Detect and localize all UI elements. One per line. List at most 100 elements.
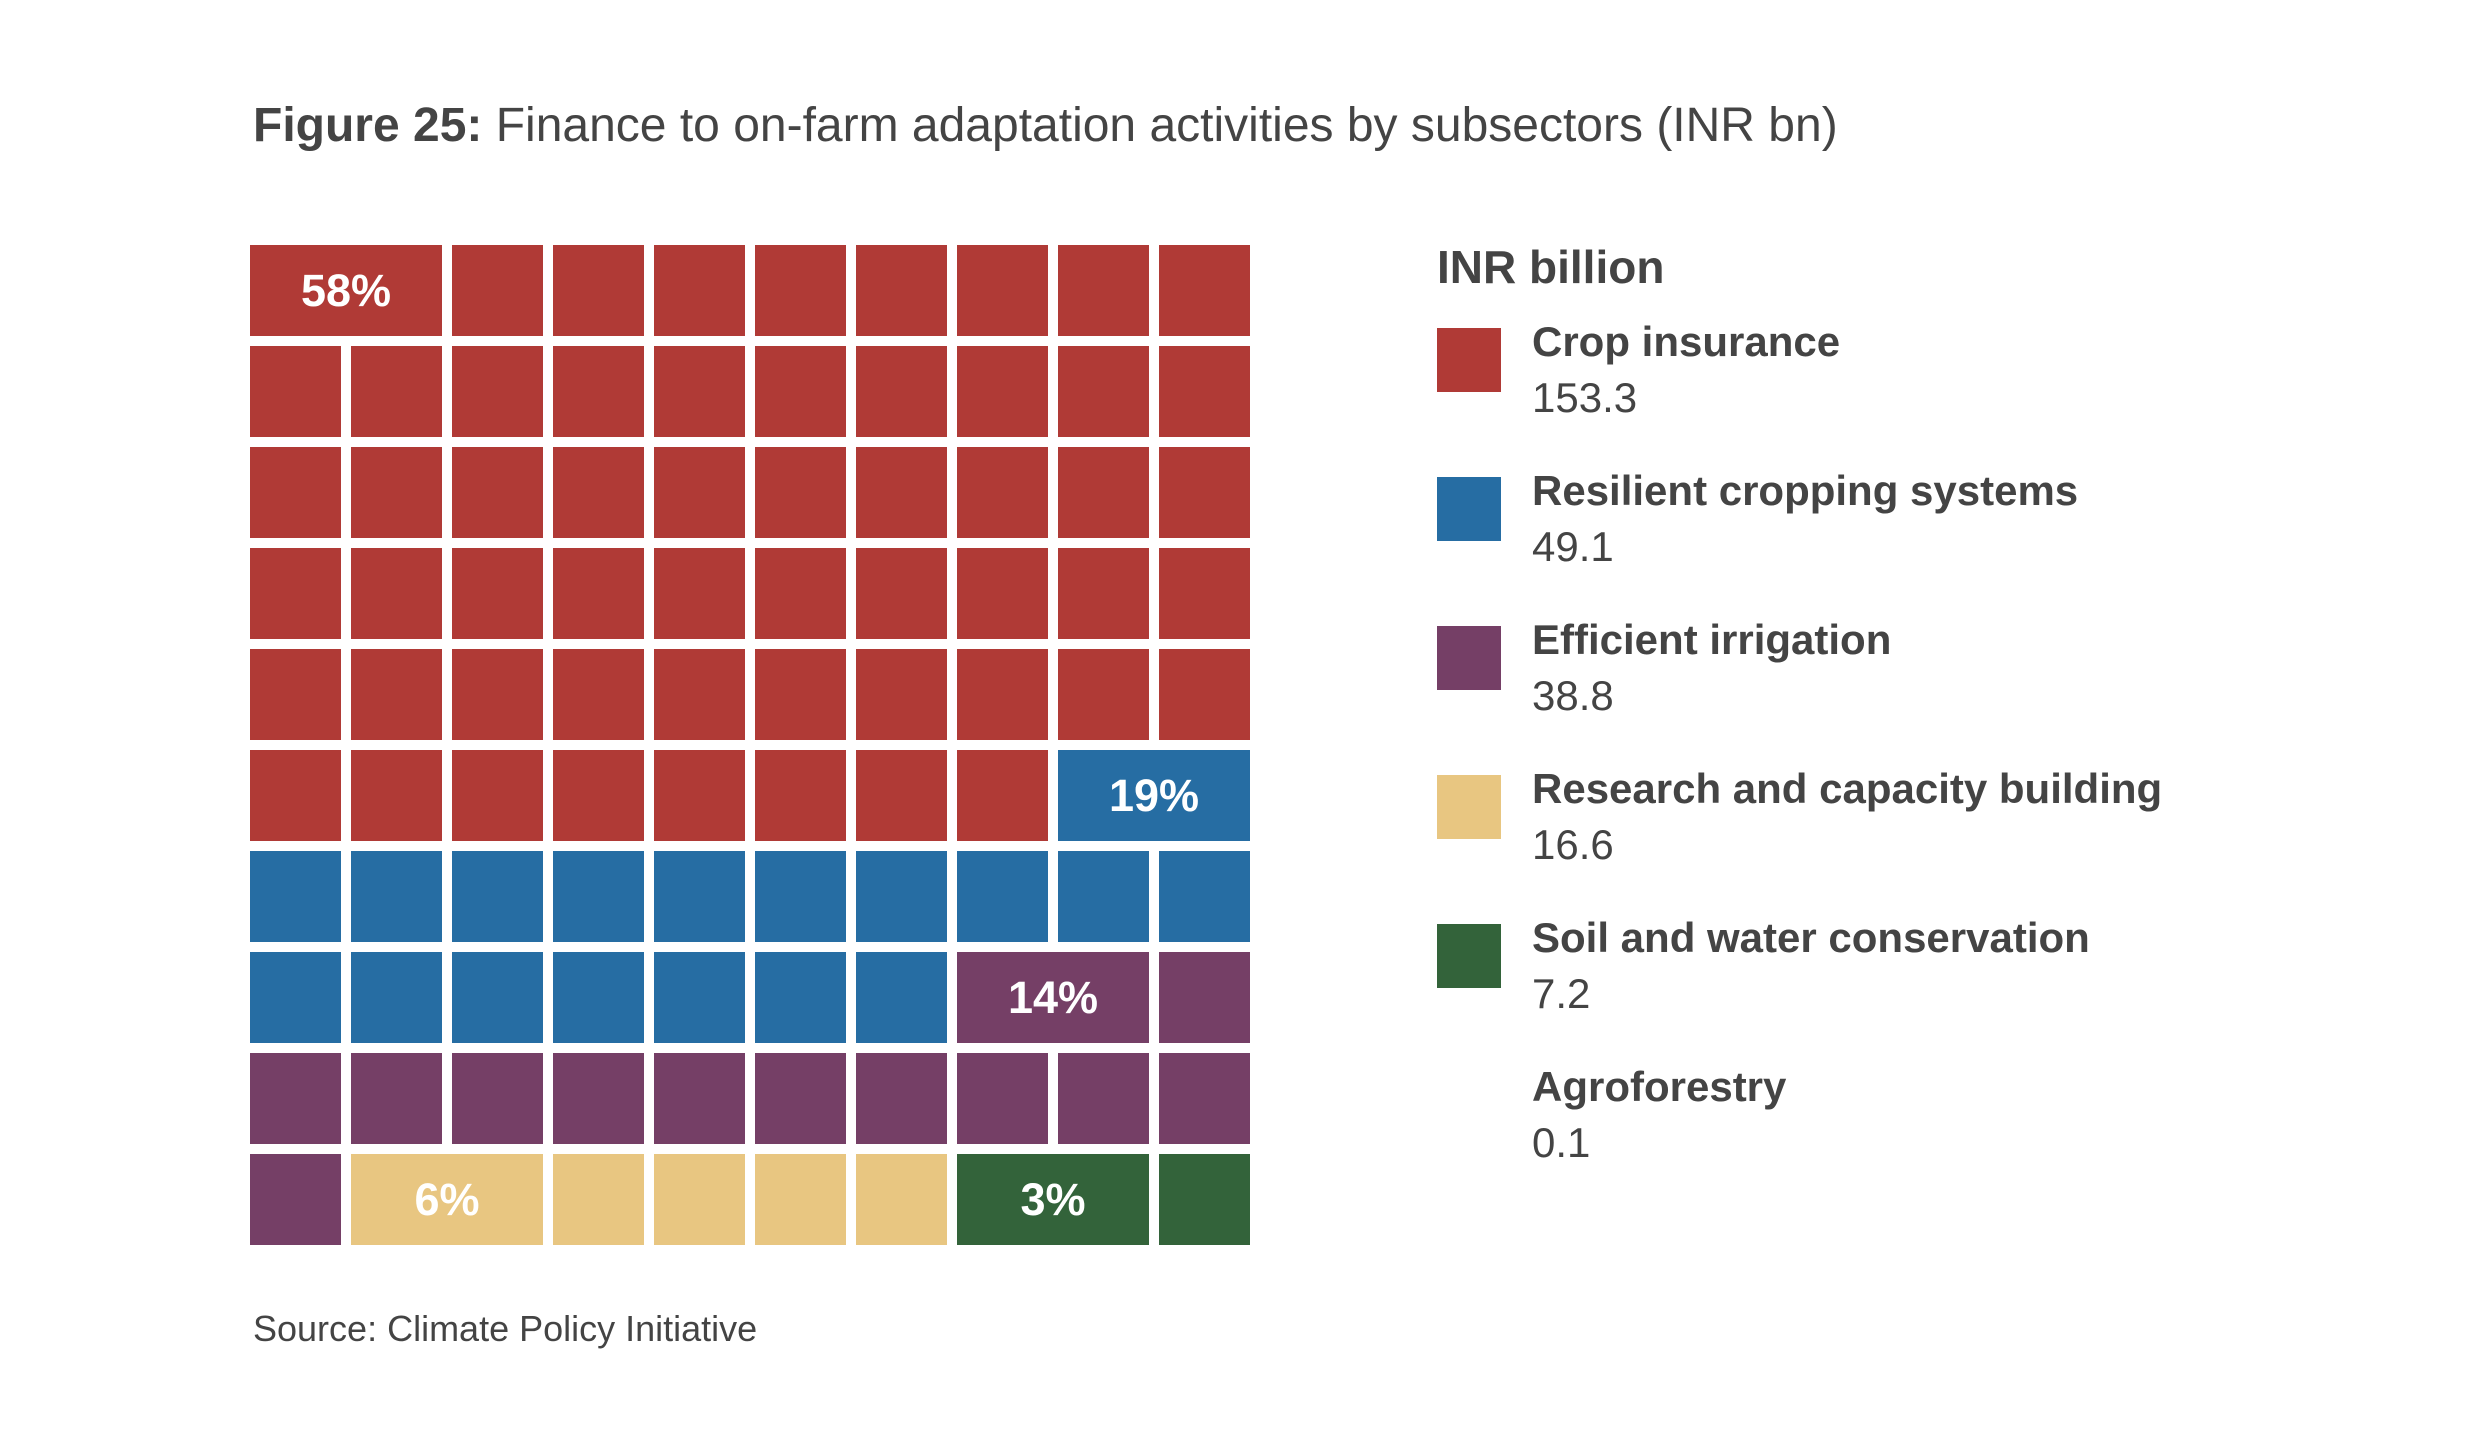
waffle-square	[452, 548, 543, 639]
waffle-square	[250, 1053, 341, 1144]
legend-label: Research and capacity building	[1532, 765, 2163, 812]
waffle-square	[553, 750, 644, 841]
waffle-square	[957, 649, 1048, 740]
waffle-square	[856, 548, 947, 639]
waffle-square	[856, 649, 947, 740]
waffle-square	[856, 346, 947, 437]
waffle-square	[957, 447, 1048, 538]
waffle-square	[755, 1053, 846, 1144]
legend-swatch	[1437, 775, 1501, 839]
waffle-square	[1159, 245, 1250, 336]
percent-label: 3%	[1020, 1174, 1085, 1225]
waffle-square	[654, 851, 745, 942]
legend-label: Crop insurance	[1532, 318, 1841, 365]
legend-swatch	[1437, 626, 1501, 690]
waffle-square	[957, 548, 1048, 639]
waffle-square	[553, 447, 644, 538]
waffle-square	[351, 548, 442, 639]
source-note: Source: Climate Policy Initiative	[253, 1308, 758, 1349]
waffle-square	[755, 750, 846, 841]
waffle-square	[654, 245, 745, 336]
waffle-square	[856, 447, 947, 538]
waffle-square	[553, 851, 644, 942]
waffle-square	[1058, 1053, 1149, 1144]
waffle-square	[1159, 851, 1250, 942]
waffle-square	[654, 447, 745, 538]
waffle-square	[1058, 851, 1149, 942]
legend-swatch	[1437, 477, 1501, 541]
waffle-square	[856, 851, 947, 942]
waffle-square	[856, 1154, 947, 1245]
waffle-square	[351, 649, 442, 740]
percent-label-background	[957, 1154, 1149, 1245]
waffle-chart: 58% 19% 14% 6% 3%	[250, 245, 1250, 1245]
legend-item-resilient-cropping-systems: Resilient cropping systems 49.1	[1437, 467, 2078, 616]
waffle-square	[755, 851, 846, 942]
waffle-square	[351, 447, 442, 538]
waffle-square	[553, 245, 644, 336]
waffle-square	[1058, 649, 1149, 740]
waffle-square	[654, 1053, 745, 1144]
chart-title: Figure 25: Finance to on-farm adaptation…	[253, 98, 1838, 153]
percent-label: 19%	[1109, 770, 1199, 821]
waffle-square	[1159, 952, 1250, 1043]
waffle-square	[1058, 447, 1149, 538]
percent-label-background	[250, 245, 442, 336]
legend: INR billion Crop insurance 153.3 Resilie…	[1437, 240, 2162, 1212]
percent-label-background	[1058, 750, 1250, 841]
legend-label: Resilient cropping systems	[1532, 467, 2079, 514]
waffle-square	[1159, 1154, 1250, 1245]
percent-label: 58%	[301, 265, 391, 316]
waffle-square	[1159, 447, 1250, 538]
waffle-square	[553, 1154, 644, 1245]
legend-swatch	[1437, 924, 1501, 988]
waffle-square	[957, 1053, 1048, 1144]
waffle-square	[654, 1154, 745, 1245]
waffle-square	[250, 447, 341, 538]
waffle-square	[957, 346, 1048, 437]
waffle-square	[1058, 548, 1149, 639]
waffle-square	[856, 245, 947, 336]
waffle-square	[856, 750, 947, 841]
waffle-square	[250, 1154, 341, 1245]
waffle-square	[1159, 346, 1250, 437]
waffle-square	[250, 346, 341, 437]
legend-value: 153.3	[1532, 374, 1638, 421]
waffle-square	[1159, 1053, 1250, 1144]
waffle-square	[250, 952, 341, 1043]
waffle-square	[1159, 649, 1250, 740]
waffle-square	[452, 1053, 543, 1144]
waffle-square	[452, 447, 543, 538]
waffle-square	[755, 952, 846, 1043]
legend-swatch	[1437, 328, 1501, 392]
legend-label: Efficient irrigation	[1532, 616, 1892, 663]
waffle-square	[654, 346, 745, 437]
waffle-square	[1058, 346, 1149, 437]
waffle-square	[553, 952, 644, 1043]
legend-item-agroforestry: Agroforestry 0.1	[1437, 1063, 1786, 1212]
waffle-square	[250, 548, 341, 639]
legend-title: INR billion	[1437, 241, 1665, 293]
waffle-square	[553, 346, 644, 437]
legend-value: 49.1	[1532, 523, 1614, 570]
waffle-square	[250, 750, 341, 841]
legend-item-soil-and-water-conservation: Soil and water conservation 7.2	[1437, 914, 2090, 1063]
waffle-square	[755, 548, 846, 639]
waffle-square	[957, 750, 1048, 841]
waffle-square	[250, 649, 341, 740]
waffle-square	[957, 245, 1048, 336]
legend-label: Soil and water conservation	[1532, 914, 2090, 961]
figure-title-text: Finance to on-farm adaptation activities…	[495, 99, 1838, 152]
waffle-square	[452, 952, 543, 1043]
waffle-square	[553, 649, 644, 740]
waffle-square	[553, 548, 644, 639]
legend-value: 38.8	[1532, 672, 1614, 719]
waffle-square	[351, 750, 442, 841]
waffle-square	[957, 851, 1048, 942]
waffle-square	[654, 649, 745, 740]
waffle-square	[452, 649, 543, 740]
waffle-square	[755, 245, 846, 336]
waffle-square	[351, 851, 442, 942]
waffle-square	[654, 548, 745, 639]
waffle-square	[351, 1053, 442, 1144]
